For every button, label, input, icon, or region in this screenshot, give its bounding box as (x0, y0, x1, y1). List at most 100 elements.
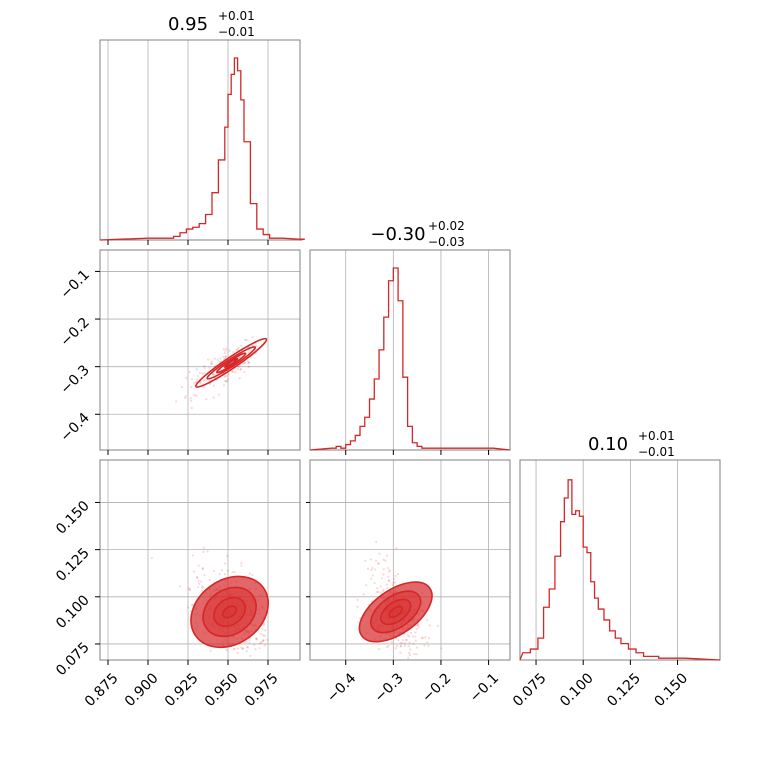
scatter-point (415, 646, 419, 649)
scatter-point (394, 581, 397, 584)
scatter-point (185, 376, 188, 380)
scatter-point (377, 562, 380, 565)
scatter-point (251, 335, 254, 339)
scatter-point (200, 580, 203, 583)
param-title-upper: +0.02 (428, 219, 465, 233)
scatter-point (238, 377, 241, 380)
scatter-point (241, 362, 245, 365)
scatter-point (189, 399, 193, 402)
scatter-point (407, 645, 410, 648)
scatter-point (410, 631, 413, 635)
scatter-point (243, 361, 246, 364)
scatter-point (385, 583, 389, 586)
scatter-point (365, 584, 368, 587)
scatter-point (386, 554, 389, 557)
x-tick-label: −0.4 (324, 670, 359, 705)
scatter-point (240, 344, 243, 347)
scatter-point (222, 355, 225, 358)
scatter-point (262, 634, 265, 637)
scatter-point (375, 540, 378, 544)
joint-1-2 (356, 540, 443, 659)
scatter-point (261, 640, 264, 643)
panel-2-2 (519, 459, 721, 665)
scatter-point (392, 581, 395, 584)
scatter-point (255, 637, 258, 641)
scatter-point (223, 573, 227, 576)
contour-level-1 (222, 605, 238, 619)
scatter-point (192, 570, 196, 573)
scatter-point (223, 384, 226, 387)
scatter-point (405, 638, 409, 641)
scatter-point (262, 639, 265, 642)
scatter-point (204, 378, 207, 382)
scatter-point (260, 641, 263, 644)
scatter-point (393, 577, 396, 580)
y-tick-label: 0.075 (53, 639, 93, 679)
scatter-point (403, 644, 406, 647)
param-title-lower: −0.01 (638, 445, 675, 459)
x-tick-label: −0.2 (419, 670, 454, 705)
scatter-point (423, 644, 426, 647)
scatter-point (187, 606, 190, 609)
contour-level-2 (213, 596, 247, 627)
y-tick-label: 0.125 (53, 545, 93, 585)
scatter-point (382, 568, 385, 571)
scatter-point (413, 653, 416, 656)
scatter-point (209, 382, 212, 385)
scatter-point (236, 367, 239, 371)
y-tick-label: −0.2 (57, 315, 92, 350)
param-title-1: −0.30 (370, 224, 425, 245)
scatter-point (205, 398, 208, 401)
scatter-point (356, 598, 359, 601)
scatter-point (190, 603, 193, 607)
scatter-point (198, 371, 201, 375)
scatter-point (408, 653, 411, 657)
scatter-point (223, 375, 226, 379)
scatter-point (225, 347, 228, 350)
contour-level-3 (206, 346, 257, 380)
scatter-point (195, 368, 198, 371)
scatter-point (245, 645, 249, 648)
scatter-point (224, 562, 227, 565)
param-title-value: −0.30 (370, 224, 425, 245)
scatter-point (247, 361, 250, 364)
scatter-point (371, 566, 374, 570)
x-tick-label: −0.3 (372, 670, 407, 705)
scatter-point (225, 380, 228, 383)
scatter-point (212, 372, 215, 375)
scatter-point (209, 362, 213, 365)
scatter-point (239, 355, 242, 358)
scatter-point (379, 591, 382, 594)
scatter-point (218, 573, 221, 576)
scatter-point (190, 378, 193, 381)
scatter-point (201, 372, 204, 375)
scatter-point (399, 645, 403, 648)
joint-0-2 (150, 546, 270, 657)
histogram-line (309, 267, 511, 451)
scatter-point (236, 651, 239, 655)
scatter-point (415, 627, 418, 631)
scatter-point (428, 624, 432, 627)
scatter-point (210, 362, 214, 365)
scatter-point (382, 558, 385, 561)
scatter-point (202, 546, 206, 549)
x-tick-label: 0.950 (202, 670, 242, 710)
scatter-point (370, 568, 373, 571)
scatter-point (195, 378, 199, 381)
scatter-point (388, 570, 391, 573)
scatter-point (370, 577, 373, 580)
scatter-point (213, 357, 217, 360)
panel-frame (99, 39, 301, 241)
scatter-point (232, 648, 235, 651)
scatter-point (387, 575, 390, 578)
scatter-point (259, 642, 262, 645)
scatter-point (188, 587, 192, 591)
scatter-point (227, 373, 231, 376)
joint-0-1 (175, 335, 268, 410)
param-title-2: 0.10 (588, 434, 628, 455)
scatter-point (382, 588, 385, 591)
scatter-point (401, 638, 405, 642)
scatter-point (255, 638, 258, 641)
scatter-point (422, 636, 425, 639)
